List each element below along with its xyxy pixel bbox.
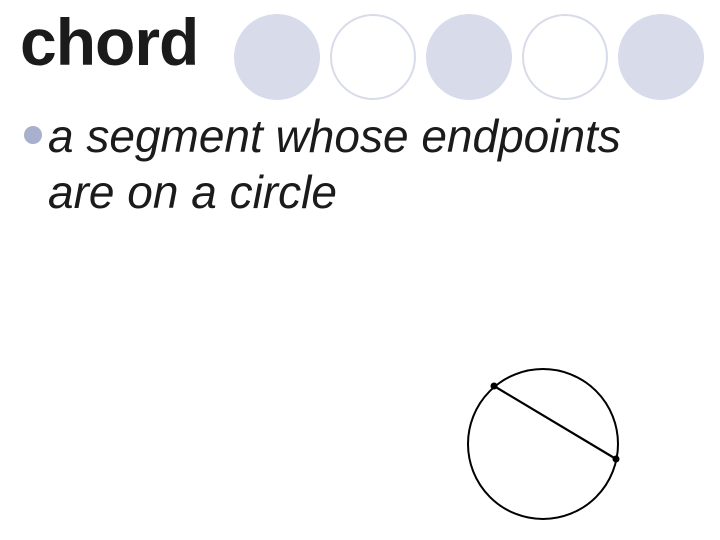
decorative-circle-row	[234, 14, 704, 100]
diagram-chord-line	[494, 386, 616, 459]
decorative-circle-2	[330, 14, 416, 100]
decorative-circle-4	[522, 14, 608, 100]
chord-diagram	[448, 354, 638, 529]
bullet-dot-icon	[24, 126, 42, 144]
diagram-endpoint-a	[491, 383, 498, 390]
diagram-endpoint-b	[613, 456, 620, 463]
chord-diagram-svg	[448, 354, 638, 524]
diagram-circle	[468, 369, 618, 519]
decorative-circle-5	[618, 14, 704, 100]
body-area: a segment whose endpoints are on a circl…	[24, 108, 690, 220]
decorative-circle-1	[234, 14, 320, 100]
decorative-circle-3	[426, 14, 512, 100]
slide-title: chord	[20, 4, 198, 80]
bullet-item: a segment whose endpoints are on a circl…	[24, 108, 690, 220]
definition-text: a segment whose endpoints are on a circl…	[48, 108, 690, 220]
